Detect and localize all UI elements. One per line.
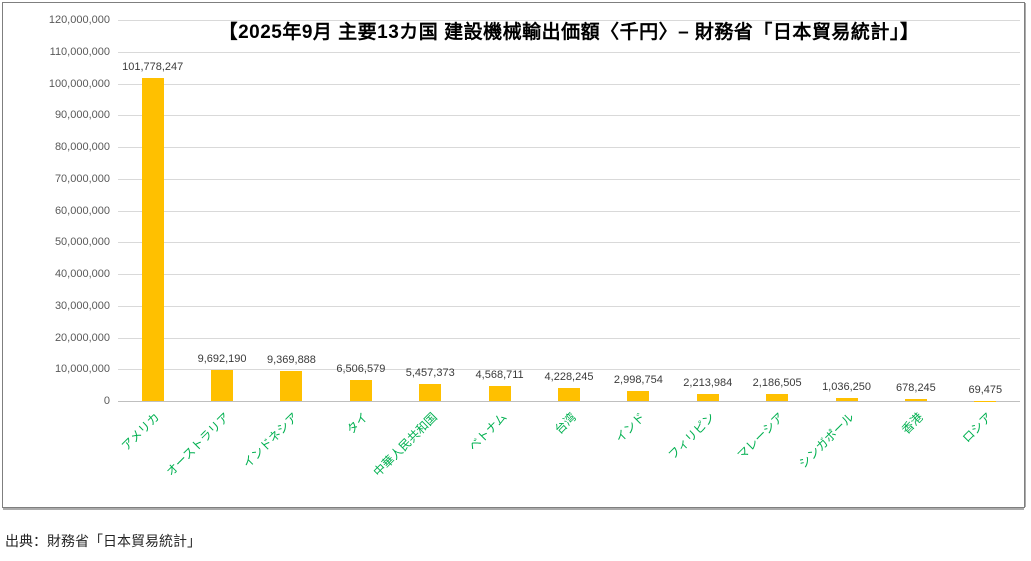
bar-value-label: 9,692,190 <box>197 353 247 366</box>
x-category-label: インドネシア <box>240 410 302 471</box>
gridline <box>118 51 1020 53</box>
x-category-label: 香港 <box>898 410 926 437</box>
x-category-label: タイ <box>343 410 371 437</box>
y-tick-label: 30,000,000 <box>54 299 110 312</box>
x-category-label: フィリピン <box>665 410 718 463</box>
x-category-label: オーストラリア <box>163 410 232 479</box>
bar <box>211 370 234 401</box>
y-tick-label: 80,000,000 <box>54 141 110 153</box>
gridline <box>118 83 1020 85</box>
bar <box>141 77 164 401</box>
x-category-label: アメリカ <box>119 410 163 454</box>
source-caption: 出典：財務省「日本貿易統計」 <box>5 533 201 549</box>
x-category-label: 台湾 <box>552 410 579 437</box>
y-tick-label: 120,000,000 <box>48 14 110 26</box>
bar-value-label: 6,506,579 <box>336 363 386 376</box>
gridline <box>118 305 1020 307</box>
bar <box>627 391 650 401</box>
gridline <box>118 274 1020 275</box>
y-tick-label: 70,000,000 <box>54 172 110 185</box>
y-tick-label: 0 <box>103 395 110 407</box>
gridline <box>118 242 1020 244</box>
x-category-label: 中華人民共和国 <box>370 410 441 480</box>
bar <box>835 397 858 401</box>
x-category-label: ロシア <box>959 410 996 446</box>
bar <box>419 383 442 401</box>
y-tick-label: 100,000,000 <box>48 77 110 90</box>
bar-value-label: 101,778,247 <box>122 60 184 73</box>
bar <box>488 386 511 401</box>
bar <box>766 394 789 401</box>
bar-value-label: 5,457,373 <box>405 366 455 379</box>
y-tick-label: 20,000,000 <box>54 331 110 344</box>
y-tick-label: 50,000,000 <box>54 236 110 249</box>
y-tick-label: 110,000,000 <box>49 45 110 58</box>
bar <box>696 393 719 401</box>
gridline <box>118 178 1020 180</box>
bar-value-label: 4,228,245 <box>544 370 594 383</box>
bar <box>558 387 580 401</box>
bar-value-label: 4,568,711 <box>475 369 524 382</box>
chart-title: 【2025年9月 主要13カ国 建設機械輸出価額〈千円〉– 財務省「日本貿易統計… <box>218 22 920 43</box>
y-tick-label: 60,000,000 <box>54 204 110 217</box>
bar <box>349 380 372 401</box>
x-axis-line <box>118 401 1020 402</box>
x-category-label: シンガポール <box>795 410 857 471</box>
bar-value-label: 9,369,888 <box>266 354 316 367</box>
gridline <box>118 369 1020 371</box>
gridline <box>118 337 1020 339</box>
bar-value-label: 2,186,505 <box>752 377 802 390</box>
gridline <box>118 20 1020 21</box>
chart-frame <box>2 2 1025 508</box>
y-tick-label: 40,000,000 <box>54 268 110 280</box>
y-tick-label: 90,000,000 <box>54 109 110 122</box>
bar-value-label: 2,998,754 <box>613 374 663 387</box>
bar-value-label: 2,213,984 <box>683 376 733 389</box>
bar-value-label: 1,036,250 <box>822 380 871 393</box>
y-tick-label: 10,000,000 <box>54 363 110 376</box>
bar <box>904 398 927 401</box>
bar-value-label: 69,475 <box>968 383 1003 396</box>
bar-value-label: 678,245 <box>896 381 936 394</box>
gridline <box>118 115 1020 117</box>
gridline <box>118 210 1020 212</box>
gridline <box>118 147 1020 148</box>
x-category-label: マレーシア <box>734 410 788 463</box>
bar <box>280 371 303 401</box>
x-category-label: ベトナム <box>465 410 510 454</box>
x-category-label: インド <box>612 410 649 446</box>
